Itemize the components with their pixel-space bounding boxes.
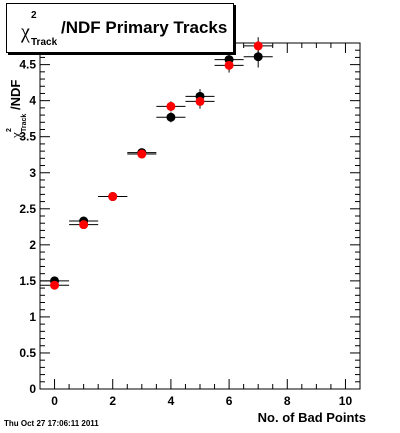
series-1 [40,37,273,290]
timestamp-footer: Thu Oct 27 17:06:11 2011 [4,419,99,428]
title-subscript: Track [31,37,58,48]
y-axis-label-superscript: 2 [6,128,13,132]
data-point [50,280,60,290]
x-tick-label: 2 [109,394,116,408]
x-tick-label: 4 [168,394,175,408]
y-tick-label: 3 [29,166,36,180]
data-point [166,101,176,111]
chart-title: /NDF Primary Tracks [61,18,228,37]
axis-ticks: 0 2 4 6 8 10 0 0.5 1 1.5 2 2.5 3 3.5 4 4.5 [19,42,360,408]
y-tick-label: 3.5 [19,130,36,144]
y-tick-label: 1.5 [19,274,36,288]
x-tick-label: 6 [226,394,233,408]
data-point [224,60,234,70]
title-superscript: 2 [31,10,37,21]
y-tick-label: 1 [29,310,36,324]
y-tick-label: 4.5 [19,58,36,72]
chart-title-box: χ 2 Track /NDF Primary Tracks [6,3,234,53]
x-axis-label: No. of Bad Points [258,410,366,425]
y-axis-label-text: /NDF [8,80,23,110]
data-point [79,220,89,230]
y-axis-label-subscript: Track [21,114,28,132]
y-tick-label: 0.5 [19,346,36,360]
title-symbol: χ [21,21,30,43]
data-point [195,96,205,106]
data-point [108,192,118,202]
data-point [253,52,263,62]
y-tick-label: 0 [29,382,36,396]
data-point [166,112,176,122]
data-marks [40,37,273,290]
data-point [253,41,263,51]
x-tick-label: 8 [284,394,291,408]
x-tick-label: 10 [339,394,353,408]
series-0 [40,45,273,286]
data-point [137,149,147,159]
x-tick-label: 0 [51,394,58,408]
y-axis-label-symbol: χ [8,132,23,139]
y-axis-label: χ 2 Track /NDF [6,80,28,139]
y-tick-label: 4 [29,94,36,108]
y-tick-label: 2 [29,238,36,252]
y-tick-label: 2.5 [19,202,36,216]
